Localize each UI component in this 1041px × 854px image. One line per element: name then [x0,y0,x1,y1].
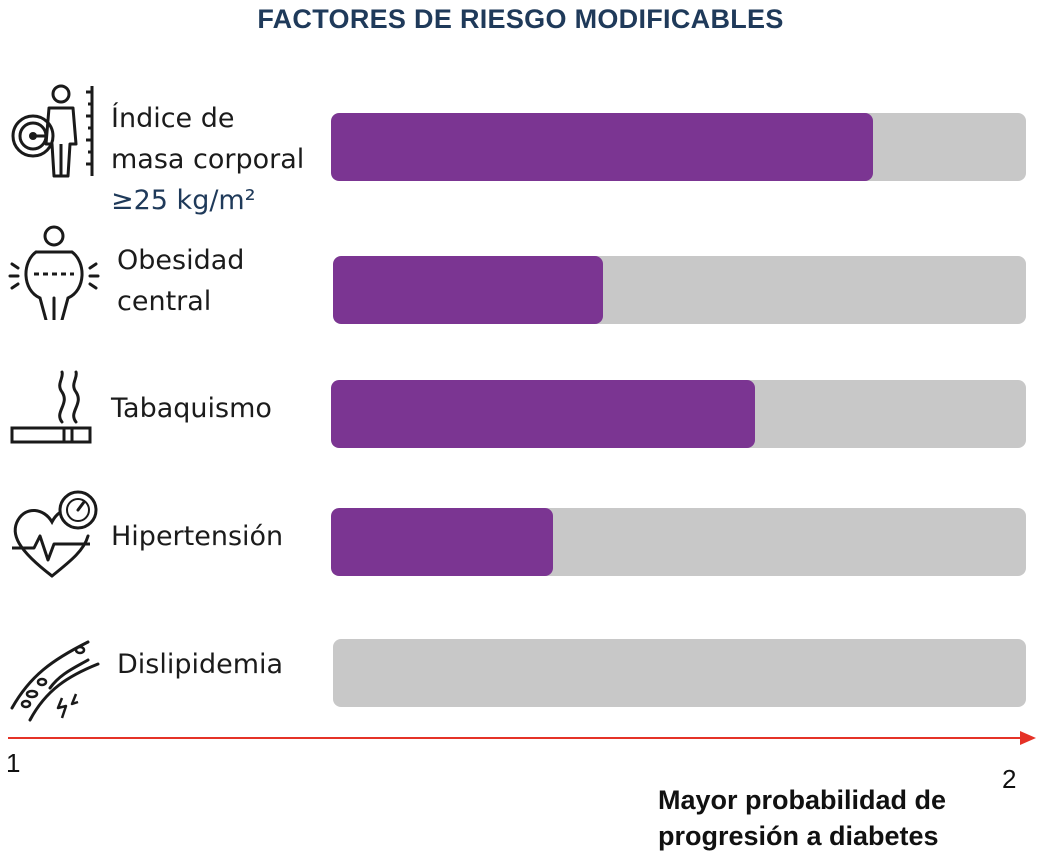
category-label: Obesidad central [117,240,244,322]
body-measure-icon [6,82,102,178]
bar-fill [333,256,604,324]
category-label-line: Índice de [111,103,235,134]
category-label-line: Dislipidemia [117,649,284,680]
category-label-line: masa corporal [111,144,305,175]
category-label-line: central [117,286,212,317]
x-axis-label-line: Mayor probabilidad de [658,785,947,815]
x-axis-label-line: progresión a diabetes [658,821,939,851]
bar-fill [331,380,755,448]
x-tick-label-max: 2 [1002,764,1017,794]
category-label: Índice de masa corporal ≥25 kg/m² [111,98,304,221]
category-label: Dislipidemia [117,644,283,685]
x-axis-line [8,737,1024,739]
x-axis-label: Mayor probabilidad de progresión a diabe… [658,782,946,854]
bar-track [331,113,1026,181]
category-label-line: Obesidad [117,245,245,276]
cigarette-icon [6,362,102,458]
bar-track [331,508,1026,576]
bar-track [331,380,1026,448]
category-label: Hipertensión [111,516,283,557]
chart-title: FACTORES DE RIESGO MODIFICABLES [257,4,784,34]
bar-track [333,639,1026,707]
x-tick-label-min: 1 [6,748,21,778]
bar-fill [331,113,874,181]
category-label: Tabaquismo [111,388,272,429]
category-label-line: ≥25 kg/m² [111,185,256,216]
category-label-line: Tabaquismo [111,393,272,424]
artery-plaque-icon [6,628,102,724]
bar-track [333,256,1026,324]
x-axis-arrowhead [1020,731,1036,745]
abdominal-obesity-icon [6,224,102,322]
bar-fill [331,508,554,576]
category-label-line: Hipertensión [111,521,284,552]
heart-pressure-icon [6,488,102,584]
